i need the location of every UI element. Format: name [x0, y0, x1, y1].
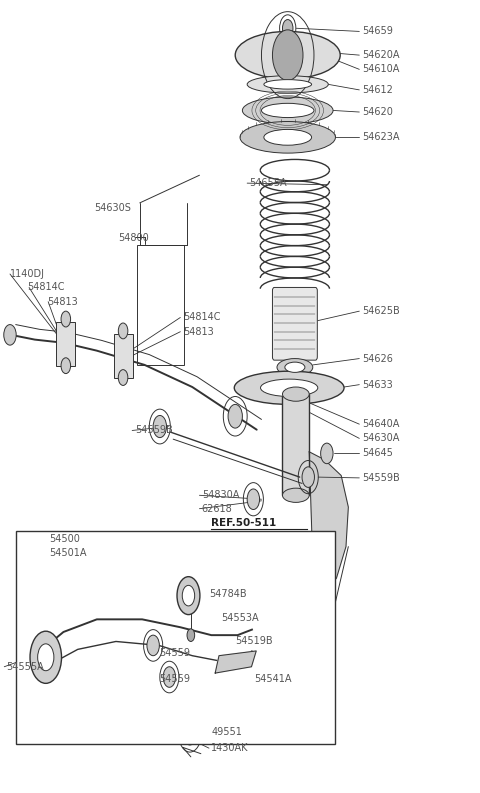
Circle shape [118, 370, 128, 385]
Bar [282, 394, 309, 496]
Circle shape [153, 416, 167, 438]
Text: 54814C: 54814C [28, 282, 65, 293]
Text: 54553A: 54553A [221, 613, 259, 623]
Ellipse shape [234, 371, 344, 404]
Circle shape [302, 467, 314, 488]
Polygon shape [215, 651, 256, 673]
Text: 54813: 54813 [183, 327, 214, 337]
Circle shape [247, 489, 260, 509]
Text: 54813: 54813 [47, 297, 77, 307]
Text: 54645: 54645 [362, 448, 393, 458]
Text: 54555A: 54555A [6, 661, 44, 672]
Text: 54630A: 54630A [362, 434, 399, 443]
Text: 54784B: 54784B [209, 589, 247, 599]
Bar [114, 334, 132, 377]
Text: 54610A: 54610A [362, 64, 399, 75]
Circle shape [61, 358, 71, 374]
Circle shape [282, 20, 293, 37]
Text: 54655A: 54655A [250, 178, 287, 188]
Ellipse shape [285, 362, 305, 373]
Circle shape [37, 644, 54, 671]
Text: 54501A: 54501A [49, 548, 86, 558]
Bar [137, 245, 184, 365]
Ellipse shape [282, 387, 309, 401]
Circle shape [321, 443, 333, 464]
Text: 54623A: 54623A [362, 132, 399, 142]
Circle shape [183, 722, 197, 745]
Text: 54620: 54620 [362, 107, 393, 117]
Text: REF.50-511: REF.50-511 [211, 518, 276, 528]
Text: 54640A: 54640A [362, 419, 399, 429]
Text: 54659: 54659 [362, 26, 393, 36]
Text: 54559B: 54559B [135, 426, 173, 435]
Ellipse shape [261, 379, 318, 396]
Circle shape [118, 323, 128, 339]
Ellipse shape [264, 79, 312, 89]
Text: 62618: 62618 [202, 504, 233, 514]
Text: 54519B: 54519B [235, 637, 273, 646]
Text: 54559: 54559 [159, 674, 190, 684]
Circle shape [273, 30, 303, 80]
Text: 54559B: 54559B [362, 473, 399, 483]
Text: 1430AK: 1430AK [211, 743, 249, 753]
Text: 54814C: 54814C [183, 312, 220, 323]
Ellipse shape [277, 358, 313, 376]
Polygon shape [309, 452, 348, 590]
Circle shape [147, 635, 159, 656]
Circle shape [4, 324, 16, 345]
Ellipse shape [264, 129, 312, 145]
Text: 54620A: 54620A [362, 50, 399, 60]
Text: 54630S: 54630S [95, 204, 132, 213]
Circle shape [30, 631, 61, 684]
Text: 54633: 54633 [362, 380, 393, 389]
Text: 54625B: 54625B [362, 306, 399, 316]
Circle shape [61, 311, 71, 327]
Circle shape [177, 577, 200, 615]
Ellipse shape [235, 32, 340, 79]
Text: 49551: 49551 [211, 727, 242, 737]
Text: 54612: 54612 [362, 85, 393, 95]
Ellipse shape [262, 103, 314, 117]
Ellipse shape [247, 75, 328, 93]
Text: 54830A: 54830A [202, 490, 239, 500]
Bar [16, 531, 336, 744]
Ellipse shape [240, 121, 336, 153]
Circle shape [187, 629, 195, 642]
Ellipse shape [282, 488, 309, 503]
Text: 54500: 54500 [49, 534, 80, 544]
Text: 54800: 54800 [118, 233, 149, 243]
Text: 54559: 54559 [159, 648, 190, 657]
Circle shape [182, 585, 195, 606]
Text: 1140DJ: 1140DJ [10, 269, 45, 279]
Circle shape [228, 404, 242, 428]
Text: 54541A: 54541A [254, 674, 292, 684]
Circle shape [163, 667, 176, 688]
Text: 54626: 54626 [362, 354, 393, 363]
Bar [56, 322, 75, 366]
FancyBboxPatch shape [273, 287, 317, 360]
Ellipse shape [242, 97, 333, 124]
